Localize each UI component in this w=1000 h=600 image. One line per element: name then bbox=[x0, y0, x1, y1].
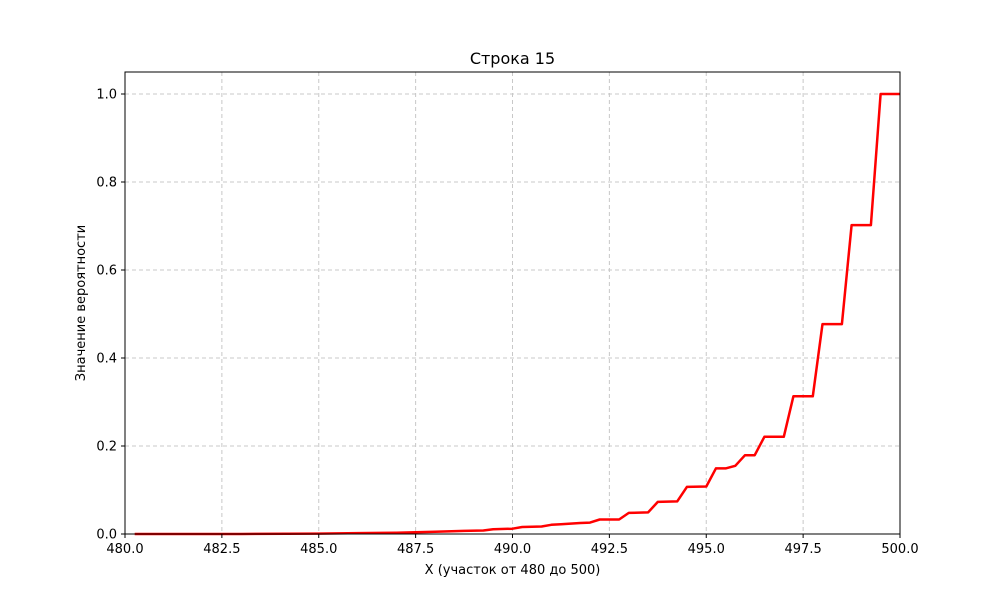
x-tick-label: 492.5 bbox=[591, 542, 628, 557]
y-tick-label: 0.2 bbox=[96, 440, 117, 455]
x-axis-label: X (участок от 480 до 500) bbox=[425, 563, 601, 578]
axis-ticks: 480.0 482.5 485.0 487.5 490.0 492.5 495.0 497.5… bbox=[96, 88, 918, 558]
y-tick-label: 0.0 bbox=[96, 528, 117, 543]
y-tick-label: 1.0 bbox=[96, 88, 117, 103]
series-layer bbox=[134, 92, 900, 536]
x-tick-label: 482.5 bbox=[203, 542, 240, 557]
x-tick-label: 500.0 bbox=[881, 542, 918, 557]
x-tick-label: 490.0 bbox=[494, 542, 531, 557]
x-tick-label: 487.5 bbox=[397, 542, 434, 557]
y-tick-label: 0.6 bbox=[96, 264, 117, 279]
grid-lines bbox=[124, 72, 901, 535]
chart-title: Строка 15 bbox=[470, 49, 555, 68]
y-tick-label: 0.8 bbox=[96, 176, 117, 191]
x-tick-label: 497.5 bbox=[785, 542, 822, 557]
y-tick-label: 0.4 bbox=[96, 352, 117, 367]
y-axis-label: Значение вероятности bbox=[74, 225, 89, 381]
x-tick-label: 480.0 bbox=[106, 542, 143, 557]
series-line bbox=[134, 92, 900, 536]
x-tick-label: 485.0 bbox=[300, 542, 337, 557]
x-tick-label: 495.0 bbox=[688, 542, 725, 557]
